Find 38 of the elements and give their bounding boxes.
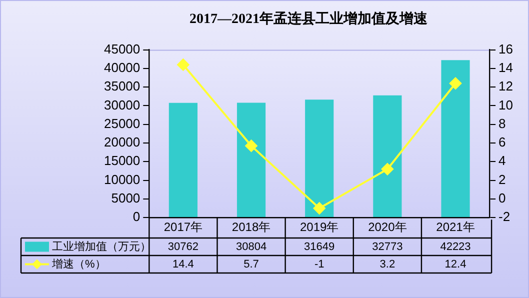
y2-tick-label: 8	[498, 116, 506, 131]
y2-tick-label: -2	[498, 209, 510, 224]
y-tick-label: 25000	[104, 116, 140, 131]
data-label: 5.7	[244, 258, 259, 270]
y2-tick-label: 6	[498, 134, 506, 150]
y2-tick-label: 16	[498, 41, 514, 56]
data-label: 12.4	[444, 258, 466, 270]
y2-tick-label: 2	[498, 172, 506, 187]
data-label: 14.4	[172, 258, 194, 270]
data-label: 42223	[440, 240, 471, 253]
legend-label: 工业增加值（万元）	[52, 240, 151, 253]
y-tick-label: 35000	[104, 78, 140, 94]
y2-tick-label: 12	[498, 78, 514, 94]
y-tick-label: 10000	[104, 172, 140, 187]
y-tick-label: 30000	[104, 97, 140, 112]
y-tick-label: 0	[132, 209, 140, 224]
y-tick-label: 15000	[104, 153, 140, 168]
data-label: 31649	[304, 240, 335, 253]
legend-label: 增速（%）	[51, 257, 106, 270]
data-label: -1	[314, 258, 324, 270]
y2-tick-label: 0	[498, 190, 506, 206]
y2-tick-label: 10	[498, 97, 514, 112]
y-tick-label: 45000	[104, 41, 140, 56]
x-tick-label: 2020年	[368, 220, 407, 234]
y2-tick-label: 4	[498, 153, 506, 168]
x-tick-label: 2018年	[232, 220, 271, 234]
data-label: 30804	[236, 240, 267, 253]
y-tick-label: 5000	[111, 190, 140, 206]
data-label: 3.2	[380, 258, 396, 270]
y2-tick-label: 14	[498, 60, 514, 76]
data-label: 32773	[372, 240, 403, 253]
x-tick-label: 2021年	[436, 220, 475, 234]
x-tick-label: 2019年	[300, 220, 339, 234]
x-tick-label: 2017年	[164, 220, 203, 234]
chart-title: 2017—2021年孟连县工业增加值及增速	[190, 11, 428, 28]
data-label: 30762	[168, 240, 198, 253]
y-tick-label: 40000	[104, 60, 140, 76]
y-tick-label: 20000	[104, 134, 140, 150]
